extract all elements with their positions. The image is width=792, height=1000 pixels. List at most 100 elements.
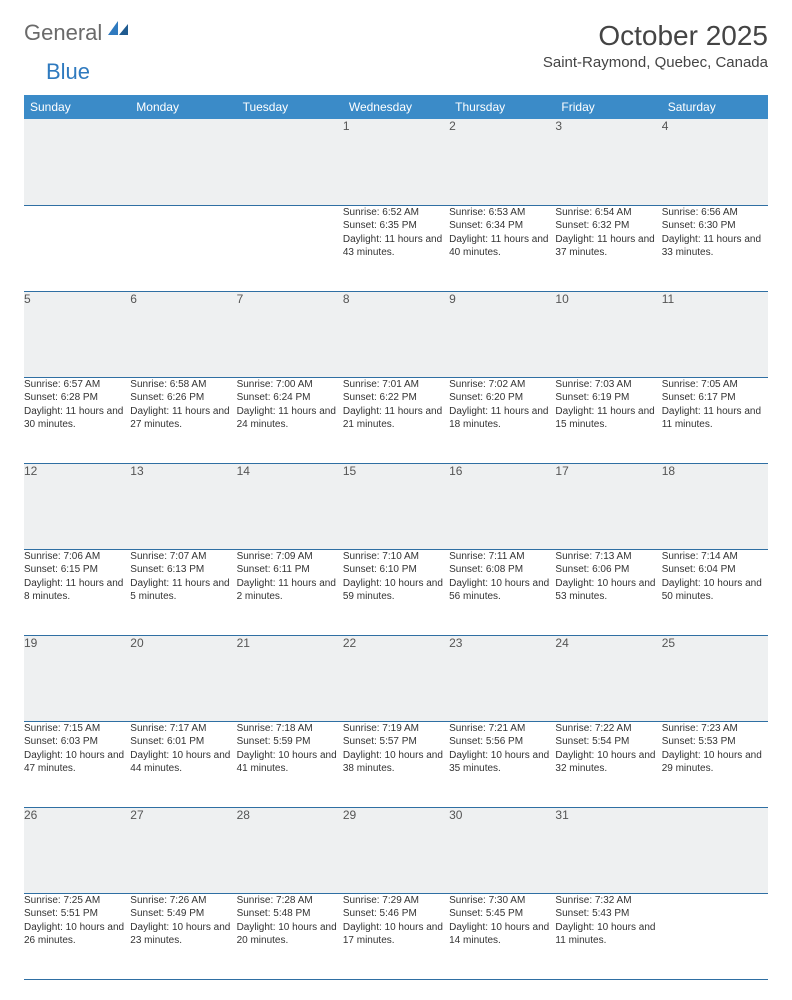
day-content-row: Sunrise: 7:06 AMSunset: 6:15 PMDaylight:… <box>24 549 768 635</box>
daylight-text: Daylight: 10 hours and 35 minutes. <box>449 749 555 776</box>
day-number: 30 <box>449 807 555 893</box>
day-number: 23 <box>449 635 555 721</box>
sunset-text: Sunset: 5:59 PM <box>237 735 343 749</box>
daylight-text: Daylight: 11 hours and 27 minutes. <box>130 405 236 432</box>
day-number: 8 <box>343 291 449 377</box>
day-cell: Sunrise: 7:21 AMSunset: 5:56 PMDaylight:… <box>449 721 555 807</box>
day-number-row: 1234 <box>24 119 768 205</box>
day-number: 11 <box>662 291 768 377</box>
daylight-text: Daylight: 11 hours and 33 minutes. <box>662 233 768 260</box>
sunrise-text: Sunrise: 7:02 AM <box>449 378 555 392</box>
sunset-text: Sunset: 5:57 PM <box>343 735 449 749</box>
daylight-text: Daylight: 10 hours and 17 minutes. <box>343 921 449 948</box>
calendar-body: 1234Sunrise: 6:52 AMSunset: 6:35 PMDayli… <box>24 119 768 980</box>
daylight-text: Daylight: 10 hours and 11 minutes. <box>555 921 661 948</box>
day-cell: Sunrise: 6:58 AMSunset: 6:26 PMDaylight:… <box>130 377 236 463</box>
sunset-text: Sunset: 6:01 PM <box>130 735 236 749</box>
sunset-text: Sunset: 6:06 PM <box>555 563 661 577</box>
sunset-text: Sunset: 5:46 PM <box>343 907 449 921</box>
weekday-header: Saturday <box>662 95 768 119</box>
day-cell: Sunrise: 6:53 AMSunset: 6:34 PMDaylight:… <box>449 205 555 291</box>
day-cell: Sunrise: 7:06 AMSunset: 6:15 PMDaylight:… <box>24 549 130 635</box>
day-number-row: 262728293031 <box>24 807 768 893</box>
day-number: 26 <box>24 807 130 893</box>
sunrise-text: Sunrise: 6:54 AM <box>555 206 661 220</box>
day-cell <box>662 893 768 979</box>
weekday-header: Tuesday <box>237 95 343 119</box>
sunset-text: Sunset: 5:56 PM <box>449 735 555 749</box>
day-number <box>130 119 236 205</box>
sunrise-text: Sunrise: 7:09 AM <box>237 550 343 564</box>
sunrise-text: Sunrise: 7:26 AM <box>130 894 236 908</box>
day-number-row: 12131415161718 <box>24 463 768 549</box>
day-cell: Sunrise: 7:13 AMSunset: 6:06 PMDaylight:… <box>555 549 661 635</box>
day-cell: Sunrise: 7:11 AMSunset: 6:08 PMDaylight:… <box>449 549 555 635</box>
sunrise-text: Sunrise: 7:15 AM <box>24 722 130 736</box>
sunset-text: Sunset: 6:15 PM <box>24 563 130 577</box>
day-number: 17 <box>555 463 661 549</box>
daylight-text: Daylight: 10 hours and 47 minutes. <box>24 749 130 776</box>
day-number: 4 <box>662 119 768 205</box>
day-number: 1 <box>343 119 449 205</box>
day-content-row: Sunrise: 7:25 AMSunset: 5:51 PMDaylight:… <box>24 893 768 979</box>
weekday-header: Sunday <box>24 95 130 119</box>
sunset-text: Sunset: 6:28 PM <box>24 391 130 405</box>
day-cell: Sunrise: 7:00 AMSunset: 6:24 PMDaylight:… <box>237 377 343 463</box>
sunrise-text: Sunrise: 7:00 AM <box>237 378 343 392</box>
day-number: 5 <box>24 291 130 377</box>
sunset-text: Sunset: 5:43 PM <box>555 907 661 921</box>
daylight-text: Daylight: 10 hours and 23 minutes. <box>130 921 236 948</box>
day-cell: Sunrise: 7:05 AMSunset: 6:17 PMDaylight:… <box>662 377 768 463</box>
day-content-row: Sunrise: 6:57 AMSunset: 6:28 PMDaylight:… <box>24 377 768 463</box>
day-cell: Sunrise: 7:07 AMSunset: 6:13 PMDaylight:… <box>130 549 236 635</box>
calendar-table: Sunday Monday Tuesday Wednesday Thursday… <box>24 95 768 119</box>
sunrise-text: Sunrise: 6:57 AM <box>24 378 130 392</box>
sunrise-text: Sunrise: 7:07 AM <box>130 550 236 564</box>
sunset-text: Sunset: 6:04 PM <box>662 563 768 577</box>
day-number: 16 <box>449 463 555 549</box>
location-label: Saint-Raymond, Quebec, Canada <box>543 54 768 71</box>
sunset-text: Sunset: 6:35 PM <box>343 219 449 233</box>
day-number: 15 <box>343 463 449 549</box>
day-number: 20 <box>130 635 236 721</box>
sunrise-text: Sunrise: 6:53 AM <box>449 206 555 220</box>
sunrise-text: Sunrise: 7:19 AM <box>343 722 449 736</box>
sunset-text: Sunset: 6:19 PM <box>555 391 661 405</box>
sunrise-text: Sunrise: 7:28 AM <box>237 894 343 908</box>
sunrise-text: Sunrise: 7:25 AM <box>24 894 130 908</box>
sunset-text: Sunset: 6:13 PM <box>130 563 236 577</box>
sunrise-text: Sunrise: 7:14 AM <box>662 550 768 564</box>
day-number: 9 <box>449 291 555 377</box>
sunset-text: Sunset: 6:30 PM <box>662 219 768 233</box>
sunrise-text: Sunrise: 7:32 AM <box>555 894 661 908</box>
daylight-text: Daylight: 10 hours and 26 minutes. <box>24 921 130 948</box>
day-cell: Sunrise: 7:26 AMSunset: 5:49 PMDaylight:… <box>130 893 236 979</box>
sunset-text: Sunset: 6:26 PM <box>130 391 236 405</box>
day-number: 14 <box>237 463 343 549</box>
day-number-row: 567891011 <box>24 291 768 377</box>
day-content-row: Sunrise: 6:52 AMSunset: 6:35 PMDaylight:… <box>24 205 768 291</box>
day-number: 7 <box>237 291 343 377</box>
day-cell: Sunrise: 7:22 AMSunset: 5:54 PMDaylight:… <box>555 721 661 807</box>
sunset-text: Sunset: 5:49 PM <box>130 907 236 921</box>
daylight-text: Daylight: 11 hours and 37 minutes. <box>555 233 661 260</box>
day-cell <box>237 205 343 291</box>
sunset-text: Sunset: 6:32 PM <box>555 219 661 233</box>
sunrise-text: Sunrise: 7:17 AM <box>130 722 236 736</box>
logo: General <box>24 20 132 46</box>
daylight-text: Daylight: 10 hours and 50 minutes. <box>662 577 768 604</box>
sunrise-text: Sunrise: 7:23 AM <box>662 722 768 736</box>
daylight-text: Daylight: 11 hours and 40 minutes. <box>449 233 555 260</box>
day-number: 25 <box>662 635 768 721</box>
logo-text-blue: Blue <box>46 59 90 85</box>
day-number <box>662 807 768 893</box>
weekday-header: Thursday <box>449 95 555 119</box>
day-cell: Sunrise: 7:32 AMSunset: 5:43 PMDaylight:… <box>555 893 661 979</box>
day-number: 19 <box>24 635 130 721</box>
daylight-text: Daylight: 10 hours and 56 minutes. <box>449 577 555 604</box>
sunrise-text: Sunrise: 7:03 AM <box>555 378 661 392</box>
logo-sail-icon <box>106 19 130 42</box>
day-number: 31 <box>555 807 661 893</box>
daylight-text: Daylight: 11 hours and 15 minutes. <box>555 405 661 432</box>
logo-text-general: General <box>24 20 102 46</box>
